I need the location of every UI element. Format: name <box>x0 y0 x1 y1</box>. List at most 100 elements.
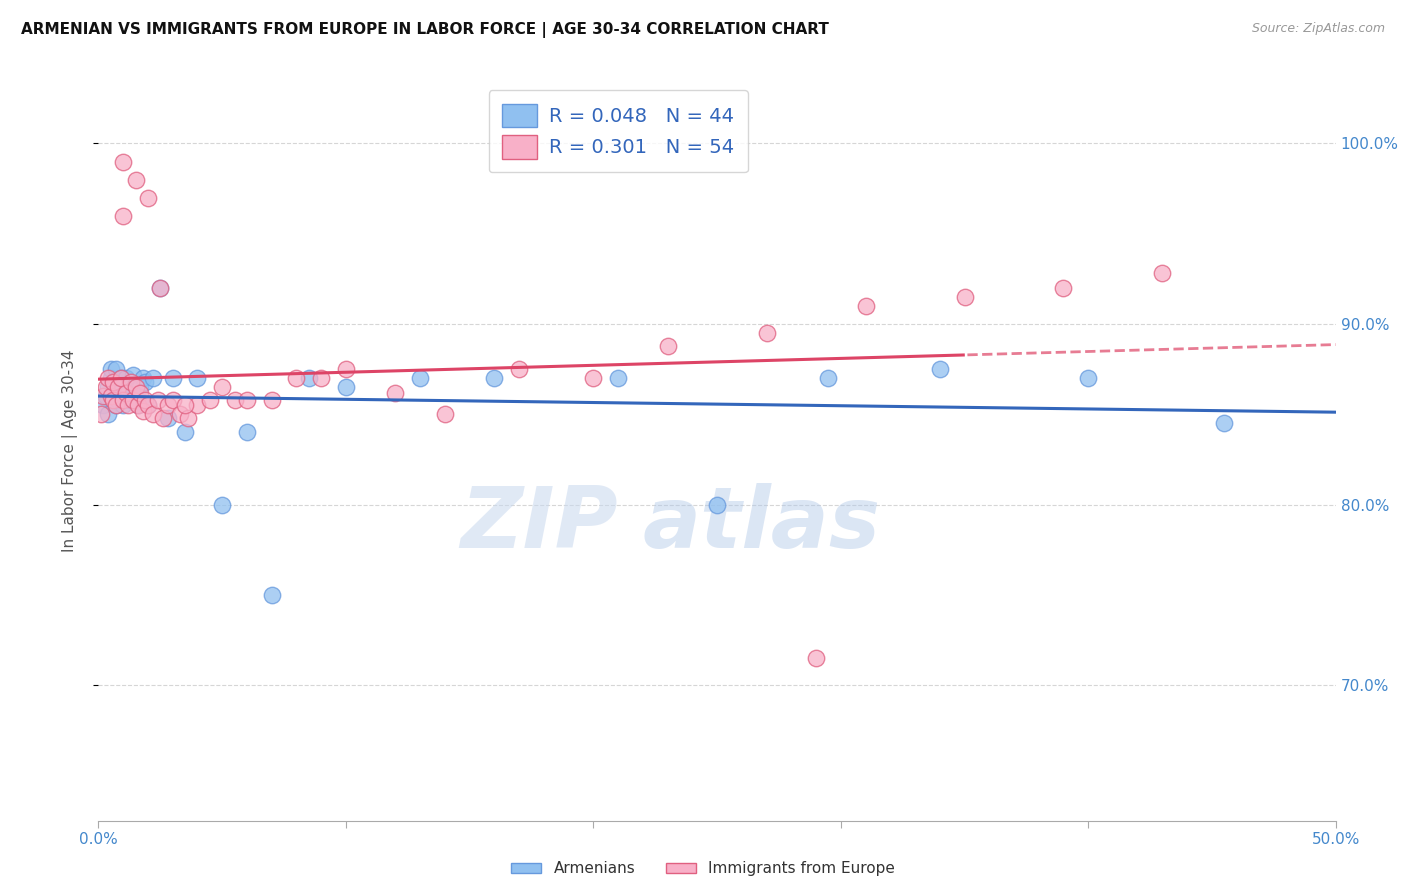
Point <box>433 408 456 422</box>
Point <box>103 375 125 389</box>
Point <box>1152 267 1174 281</box>
Point <box>260 392 283 407</box>
Point <box>260 588 283 602</box>
Point <box>127 398 149 412</box>
Point <box>804 651 827 665</box>
Point <box>103 389 125 403</box>
Point <box>136 398 159 412</box>
Point <box>176 411 198 425</box>
Point <box>169 408 191 422</box>
Point <box>107 392 129 407</box>
Point <box>211 380 233 394</box>
Point <box>112 209 135 223</box>
Point <box>174 398 197 412</box>
Point <box>114 385 136 400</box>
Point <box>224 392 246 407</box>
Point <box>132 403 155 417</box>
Y-axis label: In Labor Force | Age 30-34: In Labor Force | Age 30-34 <box>62 349 77 552</box>
Point <box>298 371 321 385</box>
Point <box>120 375 142 389</box>
Point <box>124 380 146 394</box>
Point <box>706 498 728 512</box>
Point <box>97 380 120 394</box>
Point <box>582 371 605 385</box>
Point <box>94 389 117 403</box>
Point <box>100 362 122 376</box>
Point <box>484 371 506 385</box>
Point <box>103 392 125 407</box>
Point <box>186 398 208 412</box>
Point <box>122 368 145 382</box>
Point <box>134 375 156 389</box>
Point <box>174 425 197 440</box>
Point <box>112 154 135 169</box>
Point <box>156 411 179 425</box>
Point <box>117 385 139 400</box>
Point <box>112 380 135 394</box>
Point <box>94 380 117 394</box>
Point <box>384 385 406 400</box>
Text: atlas: atlas <box>643 483 882 566</box>
Point <box>409 371 432 385</box>
Point <box>90 408 112 422</box>
Point <box>136 191 159 205</box>
Point <box>107 380 129 394</box>
Point <box>1213 417 1236 431</box>
Point <box>136 398 159 412</box>
Point <box>149 281 172 295</box>
Point <box>142 371 165 385</box>
Point <box>285 371 308 385</box>
Point <box>607 371 630 385</box>
Point <box>124 172 146 186</box>
Legend: Armenians, Immigrants from Europe: Armenians, Immigrants from Europe <box>505 855 901 882</box>
Point <box>129 380 152 394</box>
Point <box>928 362 950 376</box>
Point <box>657 339 679 353</box>
Point <box>112 398 135 412</box>
Point <box>236 392 259 407</box>
Point <box>1077 371 1099 385</box>
Point <box>117 398 139 412</box>
Point <box>110 371 132 385</box>
Point <box>211 498 233 512</box>
Point <box>112 392 135 407</box>
Point <box>162 392 184 407</box>
Point <box>149 281 172 295</box>
Point <box>104 362 127 376</box>
Point <box>93 389 115 403</box>
Point <box>508 362 530 376</box>
Point <box>186 371 208 385</box>
Point <box>124 389 146 403</box>
Point <box>198 392 221 407</box>
Point <box>103 375 125 389</box>
Point <box>97 408 120 422</box>
Point <box>100 389 122 403</box>
Point <box>162 371 184 385</box>
Point <box>309 371 332 385</box>
Point <box>953 290 976 304</box>
Point <box>1052 281 1074 295</box>
Point <box>129 385 152 400</box>
Point <box>817 371 839 385</box>
Point <box>110 371 132 385</box>
Point <box>855 299 877 313</box>
Point <box>97 371 120 385</box>
Point <box>107 385 129 400</box>
Text: ARMENIAN VS IMMIGRANTS FROM EUROPE IN LABOR FORCE | AGE 30-34 CORRELATION CHART: ARMENIAN VS IMMIGRANTS FROM EUROPE IN LA… <box>21 22 830 38</box>
Point <box>236 425 259 440</box>
Point <box>156 398 179 412</box>
Point <box>335 362 357 376</box>
Point <box>142 408 165 422</box>
Point <box>132 371 155 385</box>
Point <box>755 326 778 340</box>
Point <box>104 398 127 412</box>
Point <box>152 411 174 425</box>
Point <box>134 392 156 407</box>
Text: ZIP: ZIP <box>460 483 619 566</box>
Legend: R = 0.048   N = 44, R = 0.301   N = 54: R = 0.048 N = 44, R = 0.301 N = 54 <box>488 90 748 172</box>
Point <box>146 392 169 407</box>
Point <box>335 380 357 394</box>
Point <box>104 398 127 412</box>
Point <box>122 392 145 407</box>
Text: Source: ZipAtlas.com: Source: ZipAtlas.com <box>1251 22 1385 36</box>
